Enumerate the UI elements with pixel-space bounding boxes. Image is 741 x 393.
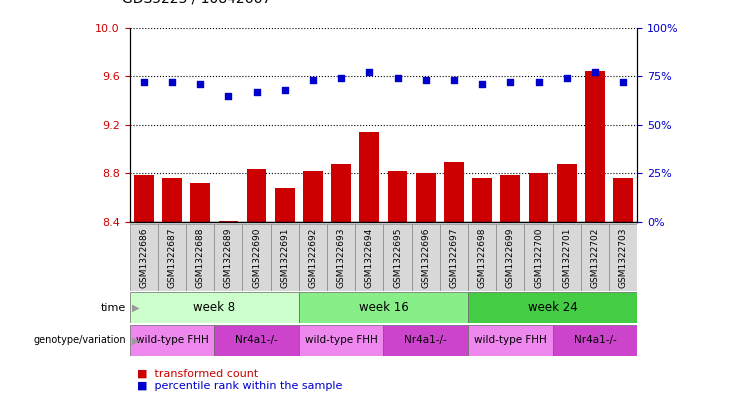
Point [505,79,516,85]
Bar [472,178,492,222]
Point [250,88,262,95]
Bar [412,224,440,291]
Text: GSM1322693: GSM1322693 [336,227,345,288]
Point [476,81,488,87]
Bar [609,224,637,291]
Point [279,86,290,93]
Text: GSM1322689: GSM1322689 [224,227,233,288]
Text: Nr4a1-/-: Nr4a1-/- [574,335,617,345]
Bar [384,325,468,356]
Text: ▶: ▶ [132,335,139,345]
Point [420,77,432,83]
Text: ▶: ▶ [132,303,139,313]
Text: Nr4a1-/-: Nr4a1-/- [235,335,278,345]
Bar [134,174,153,222]
Bar [496,224,525,291]
Text: GSM1322698: GSM1322698 [478,227,487,288]
Point [307,77,319,83]
Point [138,79,150,85]
Bar [500,174,520,222]
Text: week 16: week 16 [359,301,408,314]
Text: GSM1322702: GSM1322702 [591,227,599,288]
Text: GSM1322694: GSM1322694 [365,227,374,288]
Bar [214,224,242,291]
Bar [388,171,408,222]
Text: GSM1322701: GSM1322701 [562,227,571,288]
Bar [525,224,553,291]
Bar [130,292,299,323]
Text: week 8: week 8 [193,301,236,314]
Text: Nr4a1-/-: Nr4a1-/- [405,335,447,345]
Text: GSM1322686: GSM1322686 [139,227,148,288]
Bar [242,224,270,291]
Bar [270,224,299,291]
Point [222,92,234,99]
Bar [130,325,214,356]
Bar [553,325,637,356]
Bar [186,224,214,291]
Point [194,81,206,87]
Bar [275,188,295,222]
Point [617,79,629,85]
Bar [468,292,637,323]
Text: GSM1322688: GSM1322688 [196,227,205,288]
Bar [299,292,468,323]
Bar [444,162,464,222]
Bar [299,224,327,291]
Bar [355,224,384,291]
Text: wild-type FHH: wild-type FHH [305,335,378,345]
Text: GSM1322699: GSM1322699 [506,227,515,288]
Point [335,75,347,81]
Bar [557,163,576,222]
Text: GSM1322690: GSM1322690 [252,227,261,288]
Bar [303,171,323,222]
Point [166,79,178,85]
Bar [190,183,210,222]
Point [533,79,545,85]
Bar [214,325,299,356]
Text: time: time [101,303,126,313]
Text: ■  percentile rank within the sample: ■ percentile rank within the sample [137,380,342,391]
Bar [327,224,355,291]
Point [561,75,573,81]
Bar [359,132,379,222]
Text: GSM1322696: GSM1322696 [422,227,431,288]
Point [448,77,460,83]
Bar [130,224,158,291]
Bar [158,224,186,291]
Bar [416,173,436,222]
Bar [299,325,384,356]
Bar [585,71,605,222]
Point [363,69,375,75]
Bar [614,178,633,222]
Text: GSM1322703: GSM1322703 [619,227,628,288]
Text: GSM1322687: GSM1322687 [167,227,176,288]
Bar [553,224,581,291]
Point [589,69,601,75]
Text: ■  transformed count: ■ transformed count [137,369,259,379]
Text: GSM1322692: GSM1322692 [308,227,317,288]
Bar [384,224,412,291]
Text: week 24: week 24 [528,301,577,314]
Text: GDS5223 / 10842667: GDS5223 / 10842667 [122,0,271,6]
Bar [440,224,468,291]
Text: GSM1322700: GSM1322700 [534,227,543,288]
Text: GSM1322691: GSM1322691 [280,227,289,288]
Text: GSM1322695: GSM1322695 [393,227,402,288]
Bar [468,325,553,356]
Bar [528,173,548,222]
Bar [468,224,496,291]
Text: genotype/variation: genotype/variation [33,335,126,345]
Bar [581,224,609,291]
Point [392,75,404,81]
Bar [331,163,351,222]
Text: wild-type FHH: wild-type FHH [474,335,547,345]
Bar [219,221,239,222]
Bar [247,169,267,222]
Text: GSM1322697: GSM1322697 [450,227,459,288]
Bar [162,178,182,222]
Text: wild-type FHH: wild-type FHH [136,335,208,345]
